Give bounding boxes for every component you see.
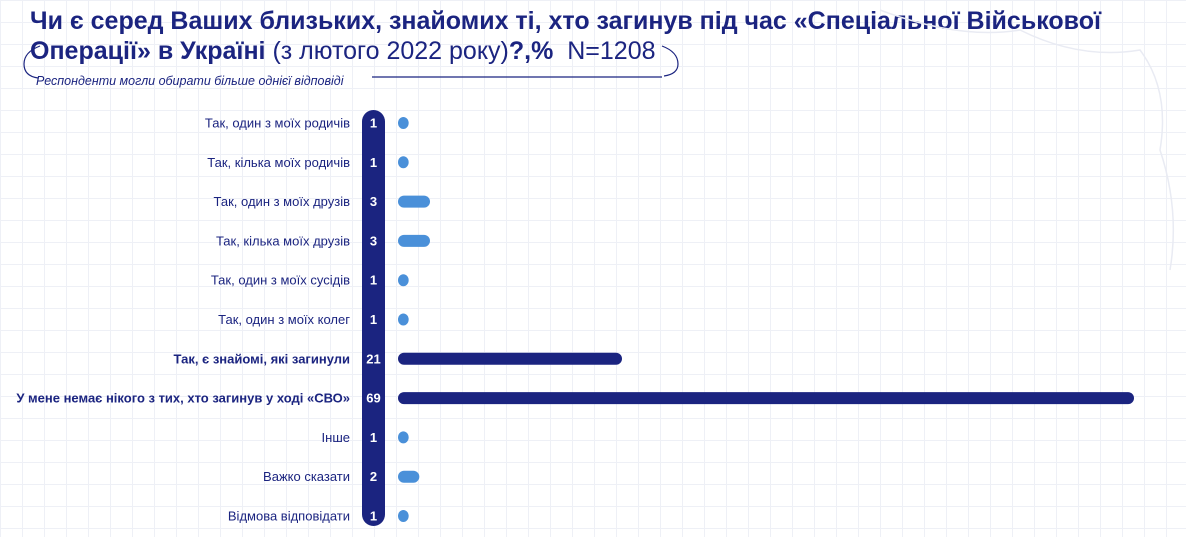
bracket-decoration	[23, 9, 1175, 271]
value-column	[362, 110, 385, 526]
category-label: Так, один з моїх сусідів	[211, 273, 350, 288]
category-label: Так, один з моїх друзів	[214, 194, 351, 209]
value-label: 1	[370, 273, 377, 288]
bar	[398, 352, 622, 365]
bar	[398, 156, 409, 169]
category-label: У мене немає нікого з тих, хто загинув у…	[16, 391, 350, 406]
bar	[398, 234, 430, 247]
bar	[398, 195, 430, 208]
value-label: 21	[366, 351, 380, 366]
bar	[398, 470, 420, 483]
value-label: 3	[370, 194, 377, 209]
bar	[398, 313, 409, 326]
value-label: 2	[370, 469, 377, 484]
title-date-part: (з лютого 2022 року)	[265, 37, 509, 65]
map-outline	[879, 9, 1175, 271]
bar	[398, 117, 409, 129]
category-label: Так, кілька моїх друзів	[216, 233, 350, 248]
subtitle: Респонденти могли обирати більше однієї …	[36, 74, 344, 88]
title-bold-part: Операції» в Україні	[30, 37, 266, 65]
category-label: Інше	[322, 430, 350, 445]
title-bracket-left	[23, 45, 41, 79]
bar	[398, 431, 409, 444]
value-label: 1	[370, 430, 377, 445]
bar	[398, 510, 409, 522]
subtitle-block: Респонденти могли обирати більше однієї …	[36, 72, 343, 90]
category-label: Так, один з моїх родичів	[205, 116, 350, 131]
value-label: 1	[370, 312, 377, 327]
value-label: 69	[366, 391, 380, 406]
title-line-2: Операції» в Україні (з лютого 2022 року)…	[30, 36, 1180, 66]
value-label: 3	[370, 233, 377, 248]
category-label: Важко сказати	[263, 469, 350, 484]
value-label: 1	[370, 509, 377, 524]
sample-size: N=1208	[567, 37, 656, 65]
category-label: Так, кілька моїх родичів	[207, 155, 350, 170]
value-label: 1	[370, 155, 377, 170]
category-label: Так, є знайомі, які загинули	[173, 351, 350, 366]
title-suffix: ?,%	[508, 37, 554, 65]
category-label: Так, один з моїх колег	[218, 312, 350, 327]
value-label: 1	[370, 116, 377, 131]
bar	[398, 274, 409, 287]
title-bracket-right	[661, 45, 679, 77]
title-line-1: Чи є серед Ваших близьких, знайомих ті, …	[30, 7, 1101, 35]
category-label: Відмова відповідати	[228, 509, 350, 524]
bar	[398, 392, 1134, 405]
chart-title: Чи є серед Ваших близьких, знайомих ті, …	[30, 6, 1180, 66]
